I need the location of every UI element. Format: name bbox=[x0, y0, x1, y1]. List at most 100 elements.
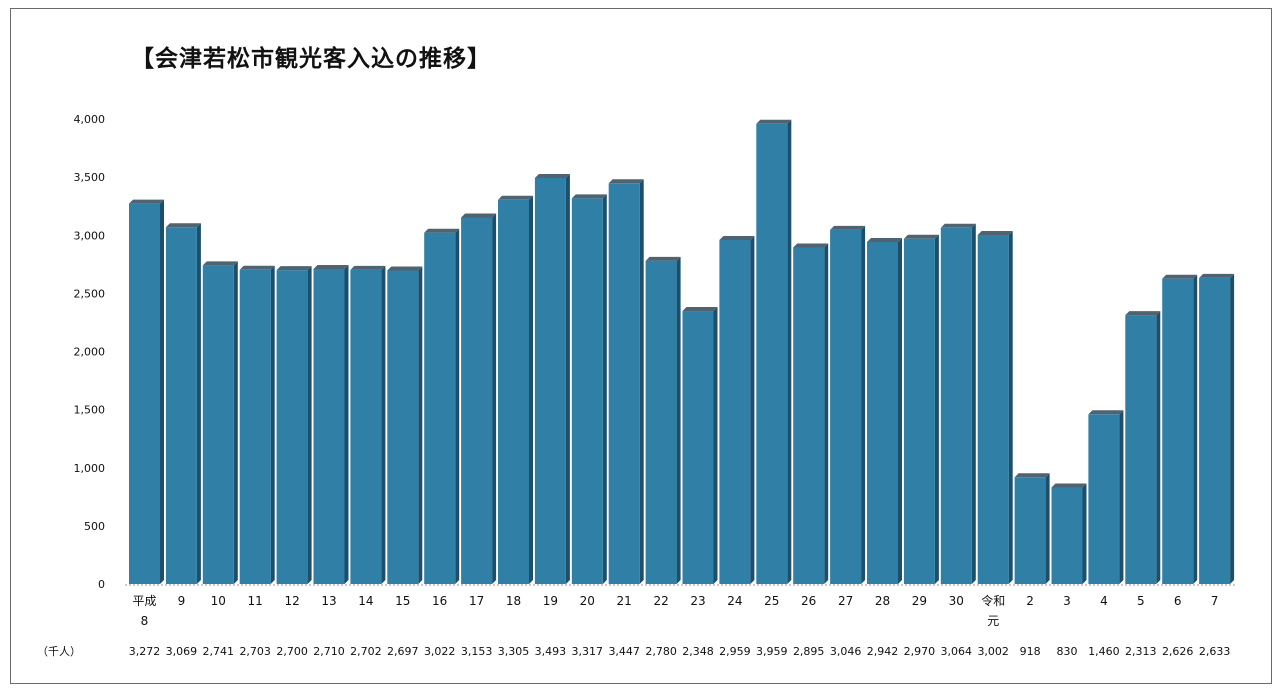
bar-side bbox=[1008, 231, 1013, 584]
x-tick-label: 4 bbox=[1100, 594, 1108, 608]
bar bbox=[756, 123, 788, 585]
data-label: 2,710 bbox=[313, 645, 345, 658]
bar-side bbox=[455, 228, 460, 584]
bar bbox=[1199, 277, 1231, 584]
y-tick-label: 1,000 bbox=[74, 462, 106, 475]
data-label: 2,697 bbox=[387, 645, 419, 658]
bar-side bbox=[1119, 410, 1124, 584]
bar bbox=[461, 217, 493, 584]
data-label: 2,348 bbox=[682, 645, 714, 658]
bar bbox=[276, 270, 308, 584]
bar-top bbox=[534, 173, 570, 178]
bar bbox=[682, 311, 714, 584]
bar-top bbox=[424, 228, 460, 233]
bar-top bbox=[867, 237, 902, 242]
bar-side bbox=[676, 256, 681, 584]
data-label: 3,959 bbox=[756, 645, 788, 658]
bar-top bbox=[239, 265, 275, 270]
data-label: 2,633 bbox=[1199, 645, 1231, 658]
bar-side bbox=[1045, 473, 1050, 584]
data-label: 3,305 bbox=[498, 645, 530, 658]
x-tick-label: 12 bbox=[284, 594, 299, 608]
bar bbox=[645, 260, 677, 584]
bar-top bbox=[1162, 274, 1198, 279]
bar-top bbox=[793, 243, 829, 248]
x-tick-label: 11 bbox=[248, 594, 263, 608]
x-tick-label: 27 bbox=[838, 594, 853, 608]
data-label: 2,741 bbox=[203, 645, 235, 658]
bar-side bbox=[750, 236, 755, 585]
bar bbox=[313, 268, 345, 584]
bar-top bbox=[645, 256, 681, 261]
x-tick-label: 5 bbox=[1137, 594, 1145, 608]
data-label: 2,970 bbox=[904, 645, 936, 658]
x-tick-label: 18 bbox=[506, 594, 521, 608]
data-label: 2,703 bbox=[239, 645, 271, 658]
y-tick-label: 500 bbox=[84, 520, 105, 533]
x-tick-label: 26 bbox=[801, 594, 816, 608]
x-tick-label: 13 bbox=[321, 594, 336, 608]
bar bbox=[1162, 278, 1194, 584]
y-tick-label: 0 bbox=[98, 578, 105, 591]
x-tick-label: 元 bbox=[987, 614, 999, 628]
bar-top bbox=[903, 234, 939, 239]
bar bbox=[571, 198, 603, 584]
bar bbox=[793, 247, 825, 585]
x-tick-label: 23 bbox=[690, 594, 705, 608]
bar bbox=[830, 229, 862, 584]
x-tick-label: 30 bbox=[949, 594, 964, 608]
data-label: 2,895 bbox=[793, 645, 825, 658]
bar-top bbox=[461, 213, 497, 218]
y-tick-label: 3,000 bbox=[74, 229, 106, 242]
bar bbox=[239, 269, 271, 584]
y-tick-label: 3,500 bbox=[74, 171, 106, 184]
x-tick-label: 9 bbox=[178, 594, 186, 608]
bar bbox=[940, 227, 972, 584]
x-tick-label: 22 bbox=[653, 594, 668, 608]
bar-top bbox=[1014, 473, 1050, 478]
data-label: 3,002 bbox=[977, 645, 1009, 658]
bar bbox=[1125, 315, 1157, 584]
bar-side bbox=[934, 234, 939, 585]
x-tick-label: 6 bbox=[1174, 594, 1182, 608]
data-label: 3,493 bbox=[535, 645, 567, 658]
bar-top bbox=[350, 265, 386, 270]
bar bbox=[867, 241, 898, 584]
bar-side bbox=[529, 195, 533, 584]
x-tick-label: 令和 bbox=[981, 593, 1005, 608]
bar-top bbox=[719, 236, 755, 241]
x-tick-label: 平成 bbox=[132, 594, 156, 608]
bar-side bbox=[1156, 311, 1161, 584]
bar-side bbox=[565, 173, 570, 584]
bar-top bbox=[387, 266, 423, 271]
data-label: 2,780 bbox=[645, 645, 677, 658]
bar bbox=[1014, 477, 1046, 584]
bar bbox=[1088, 414, 1120, 584]
bar bbox=[424, 232, 456, 584]
data-label: 918 bbox=[1020, 645, 1041, 658]
data-label: 3,447 bbox=[608, 645, 640, 658]
x-tick-label: 7 bbox=[1211, 594, 1219, 608]
bar-top bbox=[977, 231, 1013, 236]
bar bbox=[903, 238, 935, 585]
bar-top bbox=[165, 223, 201, 228]
data-label: 3,046 bbox=[830, 645, 862, 658]
bar-side bbox=[602, 194, 607, 584]
bar-side bbox=[418, 266, 423, 584]
bar-side bbox=[639, 179, 644, 584]
bar-side bbox=[196, 223, 201, 584]
bar-top bbox=[313, 264, 349, 269]
bar-top bbox=[940, 223, 976, 228]
x-tick-label: 14 bbox=[358, 594, 373, 608]
bar bbox=[1051, 487, 1083, 584]
x-tick-label: 10 bbox=[211, 594, 226, 608]
unit-label: （千人） bbox=[37, 645, 81, 658]
bar-top bbox=[129, 199, 164, 204]
bar bbox=[202, 265, 234, 584]
bar-side bbox=[160, 199, 164, 584]
x-tick-label: 15 bbox=[395, 594, 410, 608]
x-tick-label: 25 bbox=[764, 594, 779, 608]
bar-top bbox=[276, 266, 312, 271]
data-label: 830 bbox=[1057, 645, 1078, 658]
bar-side bbox=[1230, 273, 1235, 584]
